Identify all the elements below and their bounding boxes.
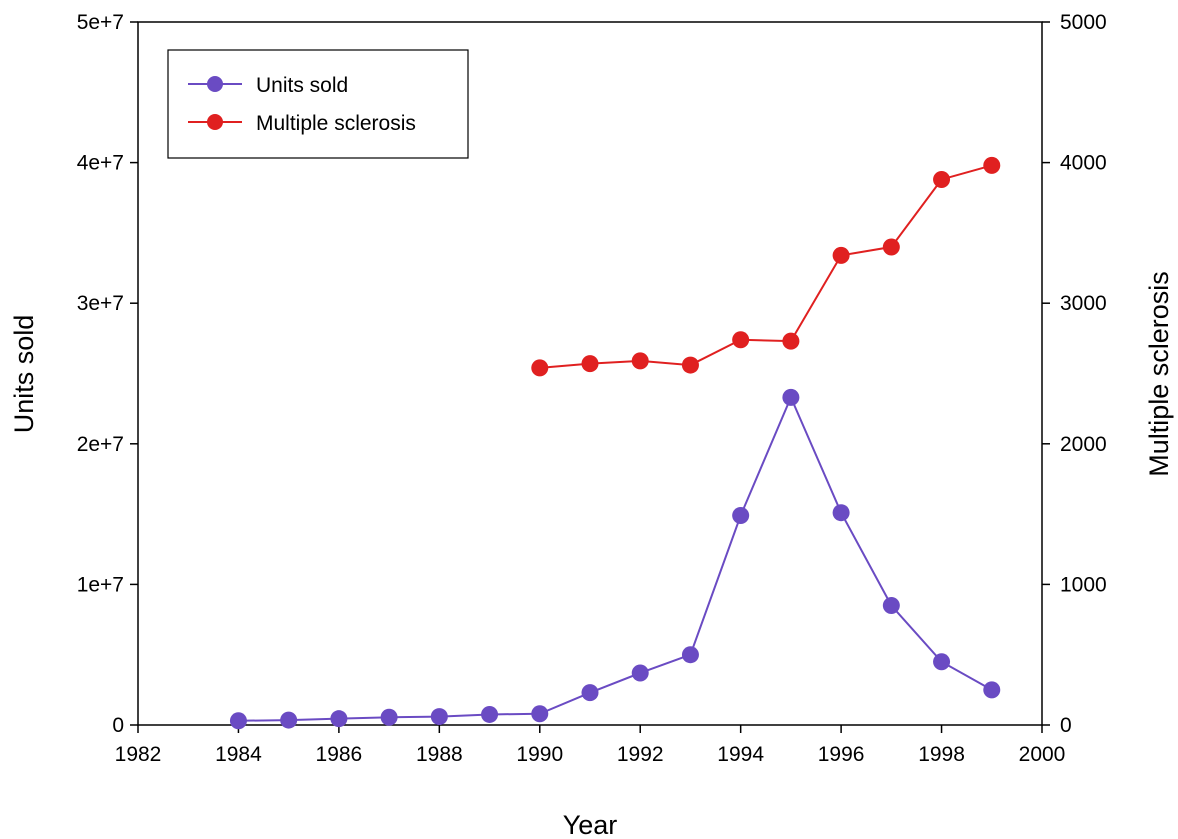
legend-marker-units-sold <box>207 76 223 92</box>
data-point-units-sold <box>631 664 649 682</box>
data-point-units-sold <box>933 653 951 671</box>
data-point-units-sold <box>280 711 298 729</box>
data-point-units-sold <box>330 710 348 728</box>
data-point-units-sold <box>481 705 499 723</box>
data-point-units-sold <box>380 708 398 726</box>
y-tick-label: 2e+7 <box>77 433 124 456</box>
data-point-multiple-sclerosis <box>983 156 1001 174</box>
y2-tick-label: 2000 <box>1060 433 1107 456</box>
y-tick-label: 5e+7 <box>77 11 124 34</box>
legend-label-units-sold: Units sold <box>256 74 348 97</box>
legend-box <box>167 49 469 159</box>
data-point-units-sold <box>229 712 247 730</box>
x-tick-label: 1982 <box>115 743 162 766</box>
y2-tick-label: 5000 <box>1060 11 1107 34</box>
data-point-units-sold <box>430 708 448 726</box>
data-point-units-sold <box>581 684 599 702</box>
data-point-units-sold <box>983 681 1001 699</box>
x-tick-label: 1992 <box>617 743 664 766</box>
y2-tick-label: 4000 <box>1060 152 1107 175</box>
y-axis-title: Units sold <box>9 315 39 434</box>
x-tick-label: 2000 <box>1019 743 1066 766</box>
x-axis-ticks: 1982 1984 1986 1988 1990 1992 1994 1996 1998 2000 <box>115 725 1066 766</box>
legend-marker-multiple-sclerosis <box>207 114 223 130</box>
y-tick-label: 0 <box>112 714 124 737</box>
data-point-multiple-sclerosis <box>832 246 850 264</box>
data-point-multiple-sclerosis <box>782 332 800 350</box>
legend-label-multiple-sclerosis: Multiple sclerosis <box>256 112 416 135</box>
y-axis-ticks: 0 1e+7 2e+7 3e+7 4e+7 5e+7 <box>77 11 138 737</box>
x-tick-label: 1990 <box>516 743 563 766</box>
y2-tick-label: 0 <box>1060 714 1072 737</box>
data-point-units-sold <box>832 504 850 522</box>
y2-tick-label: 3000 <box>1060 292 1107 315</box>
data-point-units-sold <box>681 646 699 664</box>
data-point-multiple-sclerosis <box>882 238 900 256</box>
x-axis-title: Year <box>563 810 618 839</box>
x-tick-label: 1996 <box>818 743 865 766</box>
legend: Units sold Multiple sclerosis <box>167 49 469 159</box>
series-line-multiple-sclerosis <box>539 164 993 369</box>
series-layer <box>229 156 1001 730</box>
x-tick-label: 1994 <box>717 743 764 766</box>
data-point-units-sold <box>882 596 900 614</box>
x-tick-label: 1986 <box>316 743 363 766</box>
data-point-multiple-sclerosis <box>933 170 951 188</box>
y2-axis-title: Multiple sclerosis <box>1144 271 1174 477</box>
x-tick-label: 1988 <box>416 743 463 766</box>
y-tick-label: 3e+7 <box>77 292 124 315</box>
x-tick-label: 1984 <box>215 743 262 766</box>
data-point-units-sold <box>531 705 549 723</box>
y2-axis-ticks: 0 1000 2000 3000 4000 5000 <box>1042 11 1107 737</box>
data-point-units-sold <box>782 388 800 406</box>
y2-tick-label: 1000 <box>1060 573 1107 596</box>
x-tick-label: 1998 <box>918 743 965 766</box>
data-point-multiple-sclerosis <box>732 331 750 349</box>
series-line-units-sold <box>238 394 993 722</box>
plot-area <box>137 21 1043 726</box>
data-point-multiple-sclerosis <box>631 352 649 370</box>
data-point-multiple-sclerosis <box>581 355 599 373</box>
y-tick-label: 4e+7 <box>77 152 124 175</box>
data-point-units-sold <box>732 507 750 525</box>
data-point-multiple-sclerosis <box>681 356 699 374</box>
y-tick-label: 1e+7 <box>77 573 124 596</box>
data-point-multiple-sclerosis <box>531 359 549 377</box>
